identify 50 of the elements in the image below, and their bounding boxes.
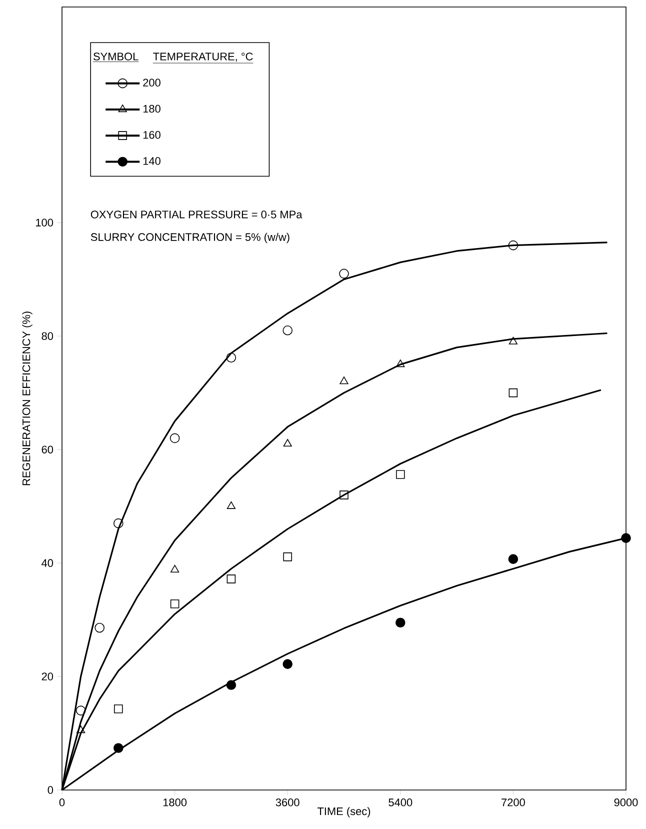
point [94,622,104,633]
point [508,388,518,398]
y-tick-label: 40 [42,559,54,567]
point [170,433,180,444]
point [283,552,292,562]
x-tick-label: 3600 [276,798,300,806]
y-tick-label: 20 [42,672,54,680]
annotation: OXYGEN PARTIAL PRESSURE = 0·5 MPa [90,210,302,218]
y-tick-label: 0 [48,786,54,794]
x-tick-label: 0 [59,798,65,806]
point [396,360,405,368]
point [170,599,180,608]
annotation: SLURRY CONCENTRATION = 5% (w/w) [90,232,290,244]
y-tick-label: 80 [42,332,54,340]
point [396,470,405,479]
point [282,326,292,336]
point [340,376,348,384]
legend-label: 180 [143,104,160,113]
point [340,490,348,500]
point [114,518,124,528]
x-tick-label: 1800 [163,798,187,806]
point [114,704,123,714]
point [508,554,518,564]
point [170,564,180,572]
y-axis-title: REGENERATION EFFICIENCY (%) [22,312,32,486]
legend-label: 200 [143,78,160,87]
x-axis-title: TIME (sec) [317,807,370,818]
legend-label: 140 [143,157,160,165]
point [282,659,292,669]
point [76,706,86,716]
x-tick-label: 7200 [502,798,525,806]
point [396,618,406,628]
point [339,268,349,279]
point [114,743,124,753]
legend-label: 160 [143,131,160,139]
x-tick-label: 9000 [614,798,638,806]
point [226,680,236,690]
point [226,352,236,363]
point [226,574,236,584]
point [508,336,518,344]
point [508,240,518,250]
annotation: SYMBOL [93,52,138,60]
point [621,533,631,543]
point [283,438,292,447]
point [226,501,236,509]
x-tick-label: 5400 [388,798,412,806]
y-tick-label: 100 [36,218,54,226]
point [76,726,86,734]
legend-title: TEMPERATURE, °C [153,52,253,62]
y-tick-label: 60 [42,446,54,454]
